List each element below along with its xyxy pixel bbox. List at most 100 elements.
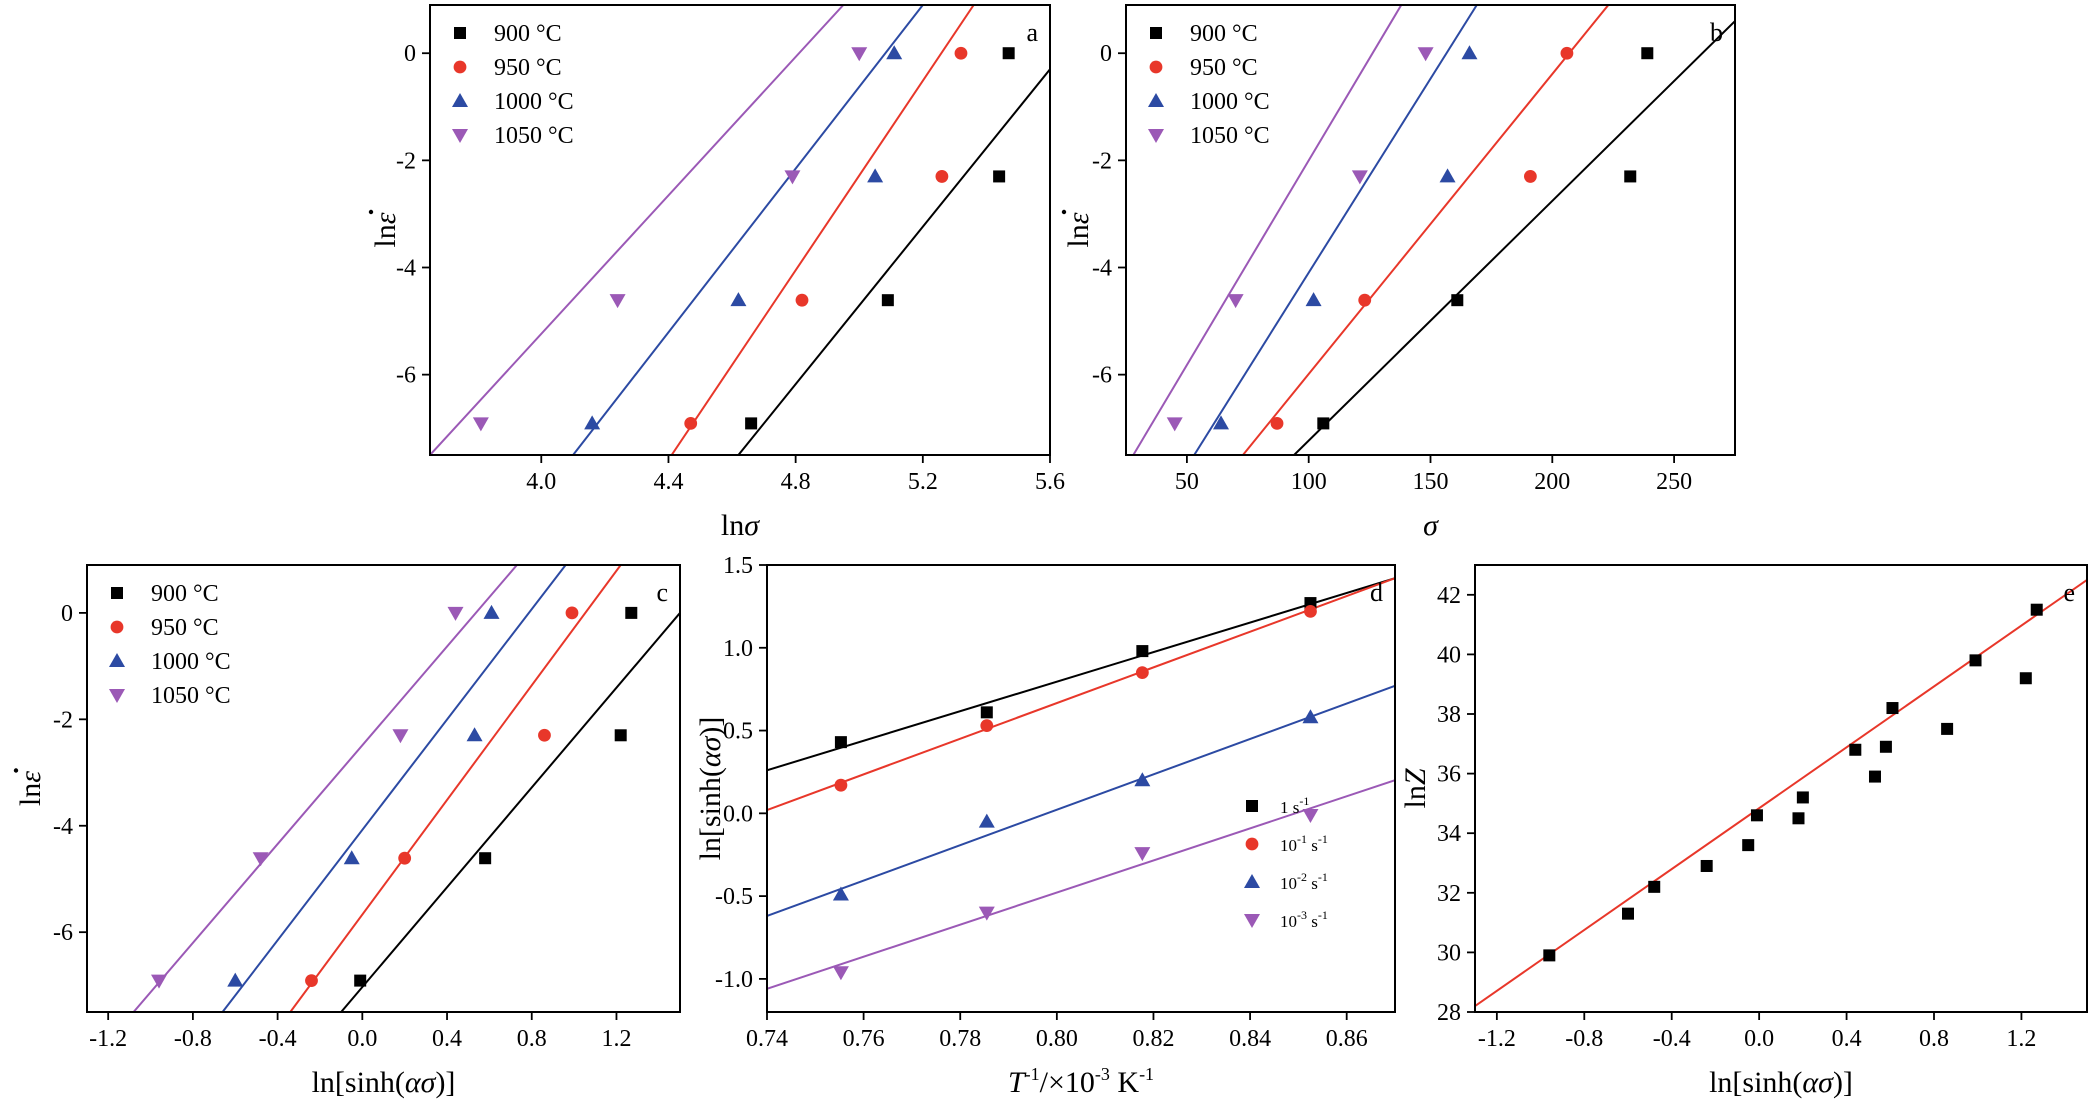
data-point — [447, 606, 464, 621]
data-point — [483, 604, 500, 619]
y-tick-label: 0.5 — [723, 719, 753, 745]
y-axis-title-text: lnZ — [1399, 768, 1432, 808]
data-point — [1302, 808, 1319, 823]
fit-line — [340, 612, 680, 1012]
fit-line — [132, 565, 518, 1012]
y-axis-title: lnε — [368, 209, 402, 248]
legend-label: 1000 °C — [151, 649, 231, 675]
x-tick-label: 4.4 — [653, 469, 683, 495]
fit-line — [1242, 5, 1610, 455]
data-point — [538, 728, 551, 742]
plot-frame — [1474, 564, 2088, 1013]
x-tick-label: 0.74 — [746, 1026, 788, 1052]
y-tick-label: 1.5 — [723, 553, 753, 579]
data-point — [1742, 839, 1755, 852]
y-axis-title-text: lnε — [369, 212, 402, 247]
y-axis-title-text: lnε — [1062, 212, 1095, 247]
data-point — [2030, 603, 2043, 616]
fit-line — [1193, 5, 1478, 455]
x-tick-label: 1.2 — [601, 1026, 631, 1052]
fit-line — [767, 684, 1395, 917]
legend-marker — [453, 60, 467, 74]
legend-label: 1000 °C — [494, 89, 574, 115]
x-tick-label: 5.2 — [908, 469, 938, 495]
legend-label: 10-2 s-1 — [1280, 870, 1328, 893]
data-point — [834, 778, 848, 792]
x-tick-label: 0.86 — [1326, 1026, 1368, 1052]
x-tick-label: 0.82 — [1132, 1026, 1174, 1052]
x-tick-label: 0.76 — [843, 1026, 885, 1052]
legend-label: 1050 °C — [494, 123, 574, 149]
x-tick-label: 0.78 — [939, 1026, 981, 1052]
fit-line — [1293, 20, 1735, 455]
x-tick-label: 0.4 — [432, 1026, 462, 1052]
legend-marker — [110, 620, 124, 634]
x-tick-label: 50 — [1175, 469, 1199, 495]
x-axis-title: ln[sinh(ασ)] — [1709, 1066, 1853, 1099]
data-point — [472, 417, 489, 432]
y-tick-label: -1.0 — [715, 967, 753, 993]
y-tick-label: 0 — [1100, 41, 1112, 67]
x-axis-title: σ — [1423, 509, 1439, 542]
data-point — [784, 170, 801, 185]
data-point — [867, 168, 884, 183]
data-point — [1969, 654, 1982, 667]
data-point — [305, 974, 318, 988]
data-point — [227, 972, 244, 987]
y-axis-title: lnZ — [1399, 768, 1432, 808]
data-point — [1796, 791, 1809, 804]
y-tick-label: 32 — [1437, 881, 1461, 907]
fit-line — [767, 577, 1395, 811]
x-tick-label: 0.80 — [1036, 1026, 1078, 1052]
legend-label: 950 °C — [151, 615, 219, 641]
plot-frame — [429, 4, 1051, 456]
data-point — [1886, 702, 1899, 715]
data-point — [993, 170, 1006, 183]
data-point — [1134, 772, 1151, 787]
legend-marker — [1245, 837, 1259, 851]
y-axis-title: ln[sinh(ασ)] — [694, 717, 727, 861]
epsilon-dot-mark — [13, 768, 19, 773]
fit-line — [221, 565, 567, 1012]
data-point — [252, 852, 269, 867]
x-tick-label: 0.8 — [1919, 1026, 1949, 1052]
data-point — [1302, 709, 1319, 724]
legend-label: 1000 °C — [1190, 89, 1270, 115]
panel-a: 4.0 4.4 4.8 5.2 5.6 0 -2 -4 -6 a lnσ lnε 900 °C 950 °… — [368, 4, 1065, 542]
x-tick-label: -1.2 — [1478, 1026, 1516, 1052]
data-point — [935, 170, 949, 183]
x-tick-label: 150 — [1413, 469, 1449, 495]
legend-label: 10-1 s-1 — [1280, 832, 1328, 855]
data-point — [2019, 672, 2032, 685]
y-tick-label: 30 — [1437, 940, 1461, 966]
legend-marker — [1149, 60, 1163, 74]
y-tick-label: 0.0 — [723, 801, 753, 827]
panel-label: c — [656, 578, 668, 607]
panel-label: d — [1370, 578, 1383, 607]
data-point — [1213, 415, 1230, 430]
legend-marker — [109, 689, 125, 703]
y-tick-label: 0 — [404, 41, 416, 67]
legend-marker — [1246, 800, 1258, 812]
y-tick-label: -6 — [1092, 363, 1112, 389]
data-point — [1166, 417, 1183, 432]
legend-marker — [1148, 129, 1164, 143]
data-point — [466, 727, 483, 742]
panel-label: e — [2063, 578, 2075, 607]
data-point — [978, 813, 995, 828]
legend-label: 1050 °C — [1190, 123, 1270, 149]
legend-marker — [109, 653, 125, 667]
data-point — [1305, 292, 1322, 307]
plot-frame — [766, 564, 1396, 1013]
y-tick-label: -2 — [396, 148, 416, 174]
data-point — [1227, 294, 1244, 309]
data-point — [1134, 847, 1151, 862]
data-point — [1648, 880, 1661, 893]
x-tick-label: 0.0 — [347, 1026, 377, 1052]
data-point — [1879, 740, 1892, 753]
panel-label: a — [1026, 18, 1038, 47]
data-point — [1641, 47, 1654, 60]
epsilon-dot-mark — [368, 209, 374, 215]
legend-label: 900 °C — [494, 21, 562, 47]
data-point — [1439, 168, 1456, 183]
